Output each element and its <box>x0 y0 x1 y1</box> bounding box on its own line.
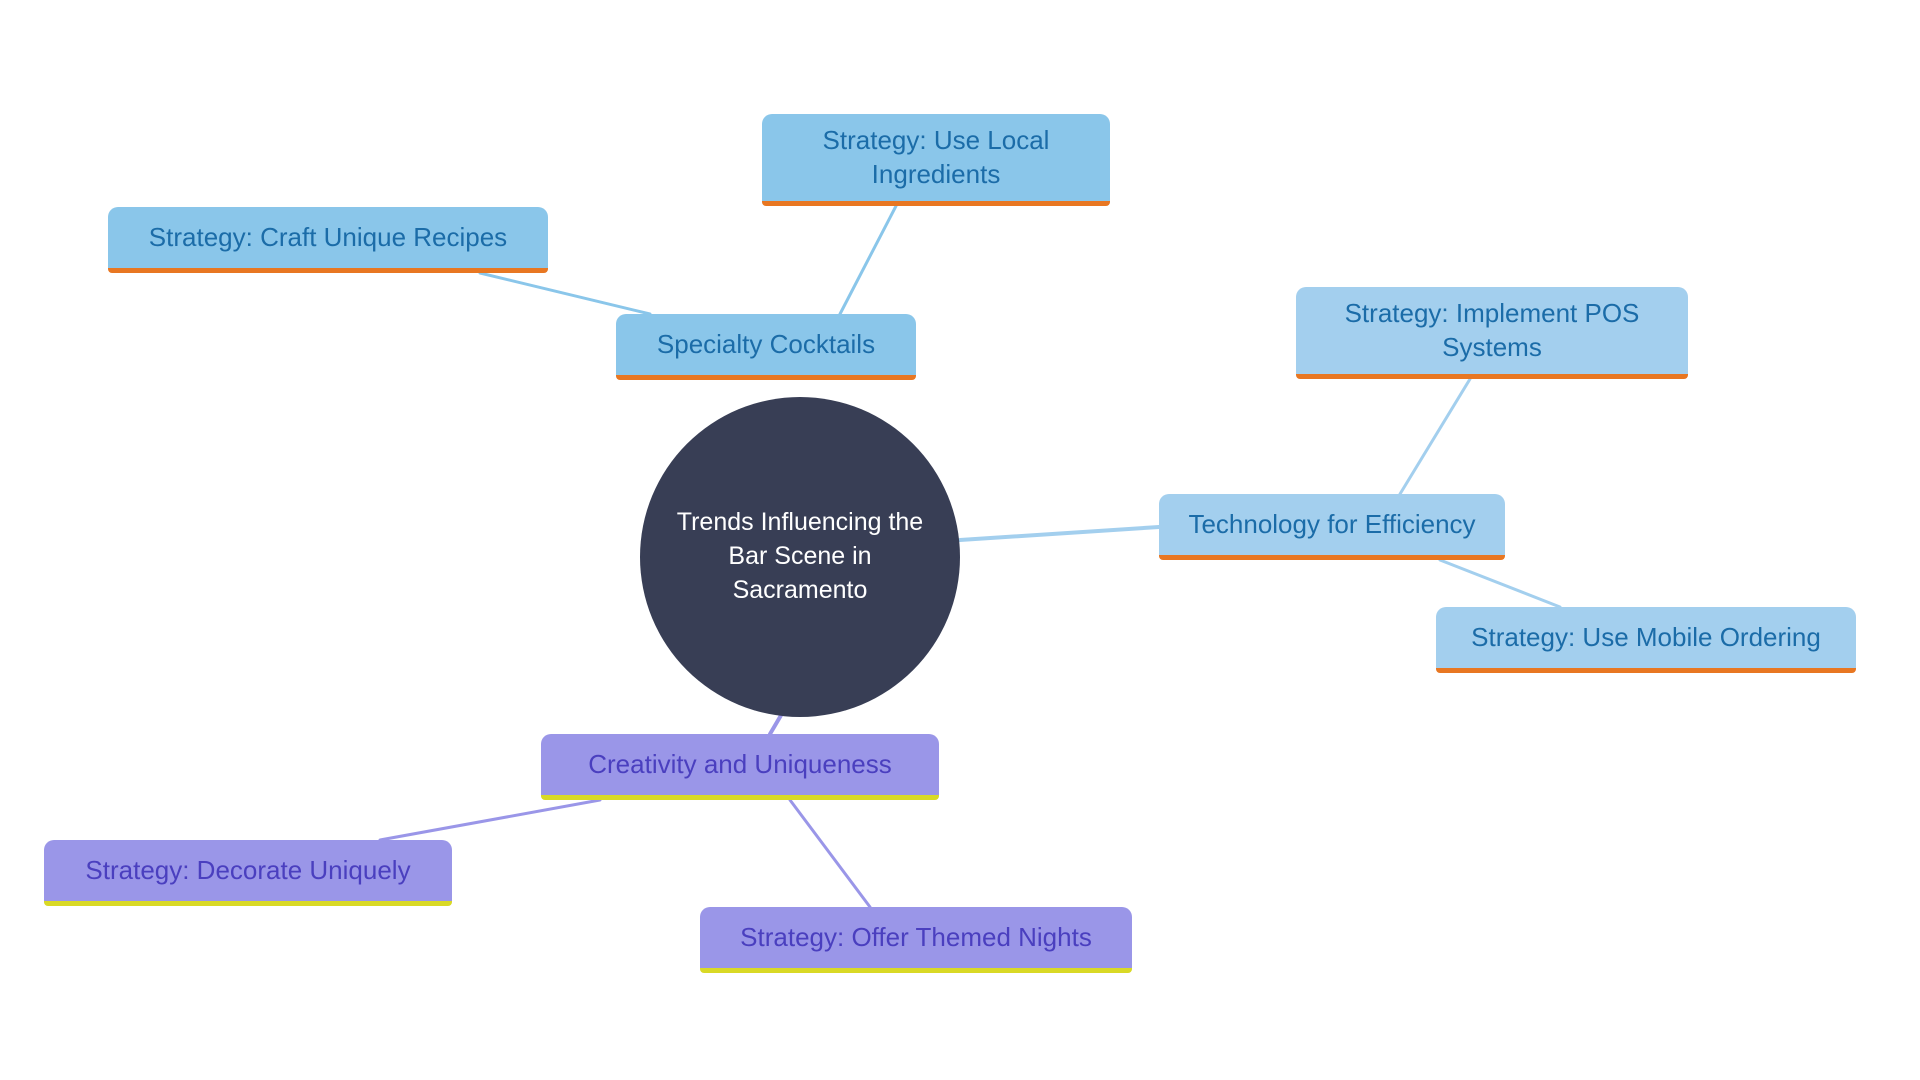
leaf-pos-systems[interactable]: Strategy: Implement POS Systems <box>1296 287 1688 379</box>
leaf-local-ingredients[interactable]: Strategy: Use Local Ingredients <box>762 114 1110 206</box>
branch-specialty-cocktails[interactable]: Specialty Cocktails <box>616 314 916 380</box>
center-label: Trends Influencing the Bar Scene in Sacr… <box>660 506 940 607</box>
branch-tech-efficiency[interactable]: Technology for Efficiency <box>1159 494 1505 560</box>
leaf-decorate-uniquely[interactable]: Strategy: Decorate Uniquely <box>44 840 452 906</box>
branch-creativity[interactable]: Creativity and Uniqueness <box>541 734 939 800</box>
leaf-craft-unique[interactable]: Strategy: Craft Unique Recipes <box>108 207 548 273</box>
mindmap-canvas: Trends Influencing the Bar Scene in Sacr… <box>0 0 1920 1080</box>
center-node[interactable]: Trends Influencing the Bar Scene in Sacr… <box>640 397 960 717</box>
leaf-themed-nights[interactable]: Strategy: Offer Themed Nights <box>700 907 1132 973</box>
leaf-mobile-ordering[interactable]: Strategy: Use Mobile Ordering <box>1436 607 1856 673</box>
